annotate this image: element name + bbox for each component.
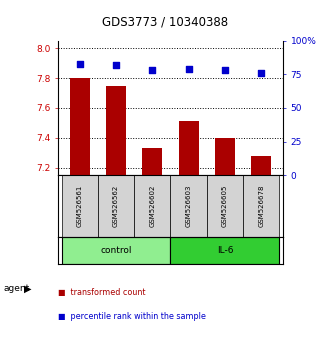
Point	[259, 70, 264, 76]
Text: GSM526561: GSM526561	[77, 185, 83, 227]
Bar	[142, 148, 162, 175]
Bar	[62, 237, 170, 264]
Bar	[179, 121, 199, 175]
Bar	[170, 175, 207, 237]
Point	[222, 68, 228, 73]
Text: IL-6: IL-6	[217, 246, 233, 255]
Text: GSM526678: GSM526678	[258, 185, 264, 228]
Point	[150, 68, 155, 73]
Bar	[134, 175, 170, 237]
Bar	[215, 138, 235, 175]
Text: ▶: ▶	[24, 284, 31, 294]
Text: ■  transformed count: ■ transformed count	[58, 287, 145, 297]
Text: GSM526603: GSM526603	[186, 185, 192, 228]
Text: control: control	[100, 246, 132, 255]
Text: agent: agent	[3, 284, 29, 293]
Bar	[170, 237, 279, 264]
Bar	[62, 175, 98, 237]
Bar	[251, 156, 271, 175]
Text: GDS3773 / 10340388: GDS3773 / 10340388	[102, 16, 229, 29]
Bar	[70, 78, 90, 175]
Point	[77, 61, 82, 67]
Bar	[98, 175, 134, 237]
Bar	[106, 86, 126, 175]
Text: ■  percentile rank within the sample: ■ percentile rank within the sample	[58, 312, 206, 321]
Text: GSM526562: GSM526562	[113, 185, 119, 227]
Point	[186, 66, 191, 72]
Point	[113, 62, 118, 68]
Text: GSM526602: GSM526602	[149, 185, 155, 227]
Bar	[243, 175, 279, 237]
Text: GSM526605: GSM526605	[222, 185, 228, 227]
Bar	[207, 175, 243, 237]
